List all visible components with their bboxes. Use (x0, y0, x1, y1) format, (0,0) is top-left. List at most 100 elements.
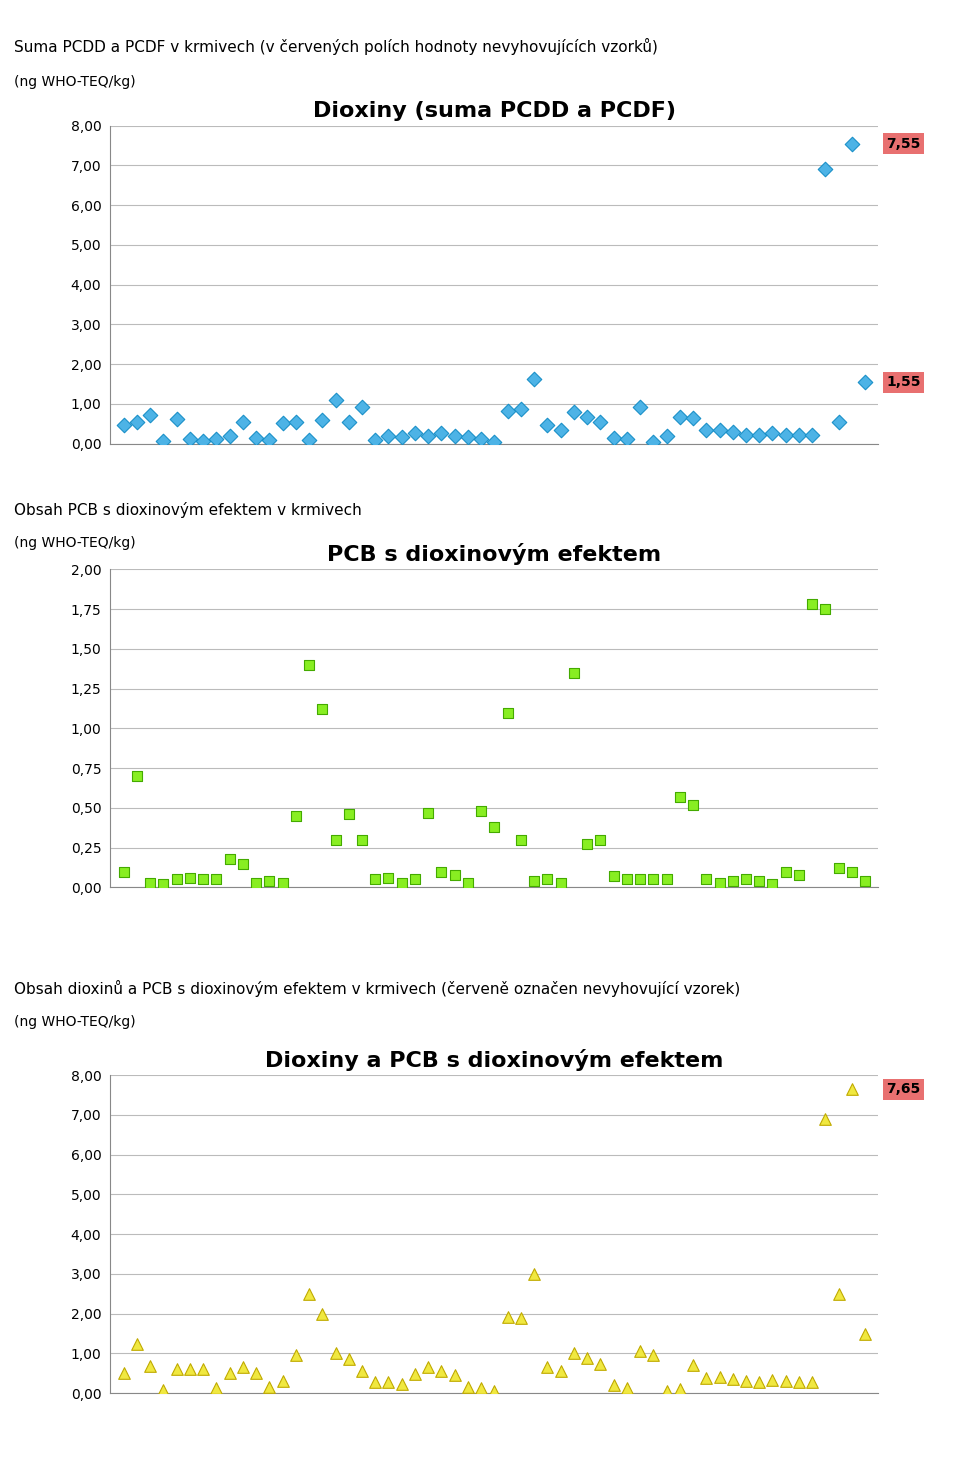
Point (685, 793, 701, 816)
Point (752, 870, 767, 893)
Title: Dioxiny (suma PCDD a PCDF): Dioxiny (suma PCDD a PCDF) (313, 102, 676, 121)
Point (394, 424, 409, 448)
Point (566, 661, 582, 685)
Point (235, 852, 251, 876)
Text: 1,55: 1,55 (886, 376, 921, 389)
Point (196, 868, 211, 892)
Point (182, 867, 198, 890)
Point (804, 1370, 820, 1393)
Point (208, 868, 224, 892)
Point (315, 408, 330, 432)
Point (288, 1343, 303, 1367)
Point (368, 427, 383, 451)
Point (778, 1370, 793, 1393)
Point (235, 1356, 251, 1380)
Point (791, 423, 806, 447)
Point (553, 1359, 568, 1383)
Point (566, 1341, 582, 1365)
Point (646, 430, 661, 454)
Point (738, 423, 754, 447)
Point (341, 803, 356, 827)
Point (752, 1371, 767, 1395)
Point (659, 1380, 674, 1404)
Point (619, 1377, 635, 1401)
Point (725, 420, 740, 444)
Point (341, 1347, 356, 1371)
Point (857, 370, 873, 393)
Point (659, 424, 674, 448)
Point (487, 430, 502, 454)
Point (711, 419, 727, 442)
Point (327, 387, 343, 411)
Point (778, 859, 793, 883)
Point (169, 407, 184, 430)
Text: (ng WHO-TEQ/kg): (ng WHO-TEQ/kg) (14, 75, 136, 89)
Point (407, 420, 422, 444)
Point (699, 1367, 714, 1390)
Point (327, 1341, 343, 1365)
Point (473, 799, 489, 822)
Point (222, 1362, 237, 1386)
Point (831, 410, 847, 433)
Point (844, 859, 859, 883)
Point (156, 429, 171, 453)
Point (526, 870, 541, 893)
Point (116, 1362, 132, 1386)
Point (857, 1322, 873, 1346)
Point (765, 422, 780, 445)
Point (553, 871, 568, 895)
Point (473, 1377, 489, 1401)
Text: 7,55: 7,55 (886, 136, 921, 151)
Point (275, 1370, 290, 1393)
Point (592, 828, 608, 852)
Point (222, 424, 237, 448)
Point (420, 424, 436, 448)
Point (778, 423, 793, 447)
Point (142, 1355, 157, 1378)
Point (818, 158, 833, 182)
Point (487, 815, 502, 839)
Point (831, 1282, 847, 1306)
Point (381, 867, 396, 890)
Point (169, 1356, 184, 1380)
Point (368, 868, 383, 892)
Point (619, 868, 635, 892)
Point (765, 1368, 780, 1392)
Point (447, 1364, 463, 1387)
Point (460, 871, 475, 895)
Point (381, 424, 396, 448)
Point (818, 1108, 833, 1131)
Point (182, 427, 198, 451)
Point (288, 410, 303, 433)
Point (633, 1340, 648, 1364)
Point (196, 1358, 211, 1381)
Point (685, 407, 701, 430)
Point (262, 870, 277, 893)
Point (804, 423, 820, 447)
Point (514, 396, 529, 420)
Point (672, 1377, 687, 1401)
Point (156, 873, 171, 896)
Point (711, 871, 727, 895)
Point (460, 1375, 475, 1399)
Point (606, 864, 621, 887)
Point (249, 871, 264, 895)
Point (182, 1358, 198, 1381)
Point (420, 800, 436, 824)
Point (368, 1371, 383, 1395)
Point (381, 1370, 396, 1393)
Point (791, 862, 806, 886)
Point (288, 805, 303, 828)
Point (262, 1375, 277, 1399)
Point (473, 427, 489, 451)
Point (514, 1306, 529, 1330)
Point (434, 859, 449, 883)
Title: PCB s dioxinovým efektem: PCB s dioxinovým efektem (327, 543, 661, 565)
Point (844, 132, 859, 155)
Point (526, 1262, 541, 1285)
Point (672, 785, 687, 809)
Point (354, 828, 370, 852)
Point (699, 868, 714, 892)
Point (646, 868, 661, 892)
Point (659, 868, 674, 892)
